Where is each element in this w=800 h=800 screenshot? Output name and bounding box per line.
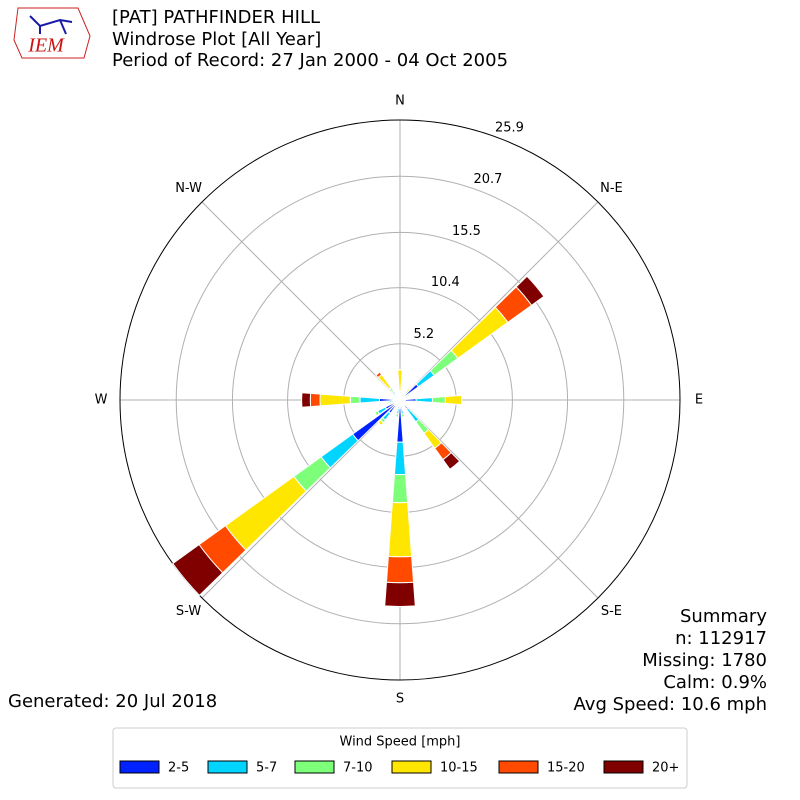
wind-segment: [375, 371, 381, 376]
wind-segment: [405, 407, 420, 423]
direction-label: S-W: [176, 604, 201, 619]
chart-subtitle: Period of Record: 27 Jan 2000 - 04 Oct 2…: [112, 50, 508, 71]
wind-segment: [515, 275, 545, 306]
generated-note: Generated: 20 Jul 2018: [8, 691, 217, 712]
logo-outline: [13, 7, 91, 59]
logo: IEM: [13, 7, 91, 59]
wind-segment: [224, 475, 308, 551]
wind-segment: [377, 373, 392, 390]
logo-icon: [29, 15, 73, 35]
wind-segment: [351, 399, 401, 442]
grid-line: [399, 399, 599, 599]
logo-text: IEM: [27, 35, 65, 57]
chart-title: [PAT] PATHFINDER HILL: [112, 7, 320, 28]
radial-tick-label: 20.7: [473, 172, 502, 187]
summary-line: n: 112917: [675, 628, 767, 649]
wind-segment: [385, 555, 415, 584]
direction-label: W: [95, 393, 108, 408]
wind-segment: [387, 501, 413, 558]
legend-swatch: [603, 760, 644, 774]
wind-segment: [415, 397, 433, 403]
grid-line: [399, 201, 599, 401]
direction-label: E: [695, 393, 703, 408]
wind-segment: [444, 394, 463, 406]
legend-box: [112, 727, 688, 789]
summary-line: Missing: 1780: [642, 650, 767, 671]
legend-label: 10-15: [440, 761, 478, 776]
wind-segment: [359, 396, 381, 404]
chart-subtitle: Windrose Plot [All Year]: [112, 29, 321, 50]
wind-segment: [301, 392, 312, 408]
grid-ring: [175, 175, 625, 625]
direction-label: N-W: [175, 181, 202, 196]
wind-segment: [395, 407, 400, 415]
legend-swatch: [207, 760, 248, 774]
summary-line: Avg Speed: 10.6 mph: [574, 694, 767, 715]
legend-label: 7-10: [343, 761, 373, 776]
direction-label: S-E: [601, 604, 622, 619]
legend-swatch: [391, 760, 432, 774]
grid-line: [201, 399, 401, 599]
wind-segment: [408, 393, 411, 396]
direction-label: N-E: [600, 181, 623, 196]
legend-label: 20+: [652, 761, 679, 776]
wind-segment: [429, 349, 459, 377]
legend-label: 2-5: [168, 761, 189, 776]
wind-segment: [442, 451, 461, 471]
wind-segment: [349, 395, 361, 405]
wind-segment: [450, 306, 509, 360]
direction-label: N: [395, 94, 405, 109]
summary-line: Summary: [680, 606, 767, 627]
direction-label: S: [396, 692, 404, 707]
radial-tick-label: 10.4: [431, 275, 460, 290]
wind-segment: [415, 369, 435, 388]
wind-segment: [309, 392, 321, 408]
wind-segment: [393, 441, 407, 476]
wind-segment: [384, 581, 416, 607]
legend-swatch: [119, 760, 160, 774]
legend-label: 15-20: [547, 761, 585, 776]
radial-tick-label: 5.2: [413, 327, 434, 342]
legend-swatch: [498, 760, 539, 774]
radial-tick-label: 15.5: [452, 224, 481, 239]
outer-ring: [119, 119, 681, 681]
wind-segment: [431, 396, 446, 404]
wind-segment: [172, 543, 224, 597]
wind-segment: [320, 433, 359, 469]
wind-segment: [319, 393, 351, 407]
wind-segment: [391, 473, 409, 504]
wind-segment: [403, 405, 405, 408]
grid-line: [201, 201, 401, 401]
legend-title: Wind Speed [mph]: [340, 735, 461, 750]
legend-label: 5-7: [256, 761, 277, 776]
legend-swatch: [294, 760, 335, 774]
radial-tick-label: 25.9: [495, 120, 524, 135]
summary-line: Calm: 0.9%: [663, 672, 767, 693]
wind-segment: [397, 369, 403, 392]
